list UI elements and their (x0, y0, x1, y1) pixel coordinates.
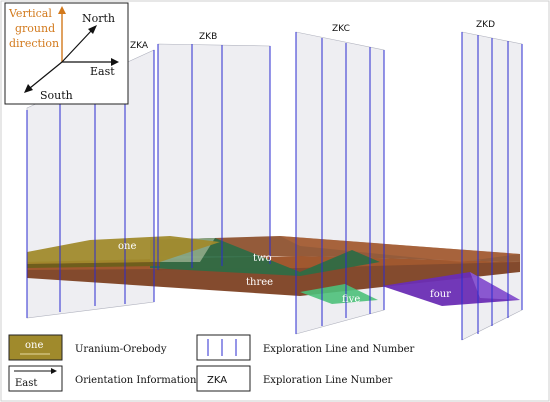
legend: one Uranium-Orebody East Orientation Inf… (8, 334, 415, 392)
legend-orebody-swatch (8, 334, 63, 361)
east-label: East (90, 65, 115, 78)
panel-zkb (157, 43, 271, 271)
legend-exploration-box (196, 334, 251, 361)
orebody-label-five: five (342, 294, 360, 305)
orebody-five-layer (300, 284, 378, 304)
borehole-lines (26, 32, 523, 340)
legend-orientation-label: Orientation Information (75, 375, 197, 386)
exploration-line-label-zkb: ZKB (199, 32, 217, 42)
south-arrowhead-icon (24, 84, 33, 93)
orebody-one-layer (27, 236, 220, 264)
exploration-line-label-zka: ZKA (130, 41, 149, 51)
legend-number-label: Exploration Line Number (263, 375, 393, 386)
vertical-direction-label-2: ground (15, 22, 55, 35)
orebody-label-two: two (253, 253, 272, 264)
south-label: South (40, 89, 73, 102)
north-arrowhead-icon (88, 25, 97, 34)
orebody-label-one: one (118, 241, 136, 252)
south-arrow-line (29, 61, 63, 89)
east-arrowhead-icon (111, 58, 119, 66)
exploration-line-label-zkc: ZKC (332, 24, 350, 34)
orebody-label-four: four (430, 289, 451, 300)
legend-orebody-label: Uranium-Orebody (75, 344, 167, 355)
legend-exploration-label: Exploration Line and Number (263, 344, 415, 355)
exploration-line-label-zkd: ZKD (476, 20, 495, 30)
legend-orientation-symbol: East (15, 378, 37, 389)
legend-number-symbol: ZKA (207, 375, 227, 386)
legend-swatch-text: one (25, 340, 43, 351)
upper-layer-sheen (280, 236, 520, 262)
vertical-arrowhead-icon (58, 6, 66, 14)
compass-inset: Vertical ground direction North East Sou… (4, 2, 129, 105)
orebody-layers (27, 236, 520, 306)
north-label: North (82, 12, 115, 25)
vertical-direction-label-1: Vertical (8, 7, 52, 20)
orebody-label-three: three (246, 277, 273, 288)
vertical-direction-label-3: direction (9, 37, 59, 50)
legend-number-box (196, 365, 251, 392)
compass-frame (4, 2, 129, 105)
legend-orientation-arrowhead-icon (51, 368, 57, 374)
north-arrow-line (61, 29, 93, 63)
